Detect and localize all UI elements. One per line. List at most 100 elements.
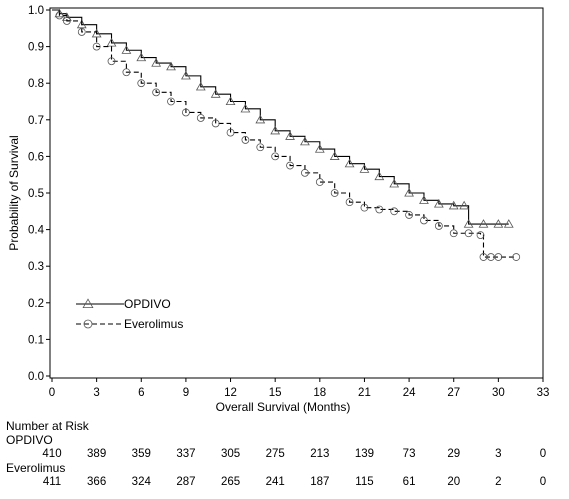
censor-marker [136, 52, 147, 62]
censor-marker [62, 17, 71, 25]
censor-marker [419, 195, 429, 204]
censor-marker [345, 198, 354, 207]
risk-cell: 139 [354, 448, 375, 460]
x-tick-label: 3 [93, 387, 99, 399]
censor-marker [374, 171, 385, 181]
risk-cell: 20 [447, 476, 461, 488]
censor-marker [389, 178, 400, 188]
censor-marker [91, 28, 102, 38]
censor-marker [434, 222, 443, 230]
x-tick-label: 24 [403, 387, 416, 399]
censor-marker [479, 253, 488, 261]
legend-triangle-icon [82, 298, 94, 309]
censor-marker [226, 128, 235, 137]
censor-marker [359, 164, 370, 173]
y-axis-ticks: 0.0 0.1 0.2 0.3 0.4 0.5 0.6 0.7 0.8 0.9 1.0 [28, 5, 50, 383]
risk-cell: 213 [310, 448, 330, 460]
censor-marker [271, 152, 280, 161]
series-layer [52, 8, 521, 261]
risk-cell: 389 [87, 448, 107, 460]
legend: OPDIVO Everolimus [76, 297, 183, 331]
legend-item-opdivo: OPDIVO [76, 297, 171, 311]
risk-cell: 29 [447, 448, 461, 460]
series-opdivo [52, 8, 514, 228]
censor-marker [122, 68, 131, 77]
x-tick-label: 12 [224, 387, 237, 399]
legend-label: OPDIVO [124, 297, 171, 311]
censor-marker [195, 81, 206, 91]
censor-marker [478, 219, 489, 228]
censor-marker [315, 178, 324, 186]
censor-marker [181, 70, 191, 80]
censor-marker [256, 143, 265, 152]
legend-circle-icon [83, 319, 93, 329]
series-line [52, 9, 509, 225]
y-tick-label: 0.1 [28, 334, 44, 346]
censor-marker [405, 211, 413, 219]
risk-cell: 305 [220, 448, 241, 460]
censor-marker [137, 79, 146, 88]
series-line [52, 9, 517, 258]
y-tick-label: 0.3 [28, 261, 44, 273]
censor-marker [360, 203, 369, 212]
censor-marker [54, 8, 65, 18]
censor-marker [151, 58, 162, 67]
x-tick-label: 27 [447, 387, 460, 399]
risk-cell: 73 [402, 448, 416, 460]
risk-table-title: Number at Risk [6, 419, 89, 433]
censor-marker [240, 103, 251, 113]
censor-marker [270, 125, 281, 135]
censor-marker [404, 187, 414, 197]
legend-label: Everolimus [124, 317, 183, 331]
censor-marker [463, 219, 474, 228]
risk-cell: 337 [176, 448, 196, 460]
risk-cell: 241 [265, 476, 285, 488]
censor-marker [300, 136, 310, 146]
censor-marker [77, 28, 86, 36]
risk-cell: 287 [176, 476, 196, 488]
y-tick-label: 0.7 [28, 115, 44, 127]
censor-marker [285, 131, 295, 140]
risk-cell: 366 [87, 476, 107, 488]
censor-marker [210, 89, 221, 98]
censor-marker [459, 200, 470, 210]
censor-marker [493, 219, 504, 228]
censor-marker [167, 97, 175, 106]
censor-marker [225, 96, 236, 106]
risk-cell: 265 [220, 476, 241, 488]
censor-marker [76, 19, 87, 29]
km-survival-chart: 0.0 0.1 0.2 0.3 0.4 0.5 0.6 0.7 0.8 0.9 1.0 0 3 6 9 12… [7, 5, 549, 414]
risk-cell: 61 [402, 476, 416, 488]
censor-marker [152, 88, 161, 97]
risk-row-label-opdivo: OPDIVO [6, 433, 53, 447]
y-tick-label: 0.4 [28, 225, 45, 237]
censor-marker [464, 229, 473, 238]
x-tick-label: 15 [269, 387, 282, 399]
x-axis-label: Overall Survival (Months) [216, 400, 351, 414]
risk-cell: 411 [42, 476, 62, 488]
censor-marker [375, 205, 384, 214]
risk-cell: 115 [355, 476, 374, 488]
y-tick-label: 0.6 [28, 151, 44, 163]
risk-cell: 359 [131, 448, 151, 460]
y-tick-label: 0.2 [28, 298, 44, 310]
censor-marker [121, 45, 132, 54]
risk-cell: 2 [495, 476, 502, 488]
censor-marker [241, 136, 250, 144]
censor-marker [448, 200, 459, 210]
y-tick-label: 0.8 [28, 78, 44, 90]
risk-cell: 3 [495, 448, 502, 460]
y-tick-label: 1.0 [28, 5, 44, 17]
censor-marker [330, 189, 339, 197]
censor-marker [476, 231, 485, 239]
legend-item-everolimus: Everolimus [76, 317, 183, 331]
censor-marker [107, 57, 116, 66]
censor-marker [196, 114, 205, 122]
risk-row-label-everolimus: Everolimus [6, 461, 66, 475]
censor-marker [494, 253, 503, 261]
censor-marker [211, 119, 220, 128]
y-tick-label: 0.0 [28, 371, 44, 383]
censor-marker [92, 42, 101, 51]
censor-marker [301, 168, 309, 177]
risk-cell: 0 [539, 476, 547, 488]
